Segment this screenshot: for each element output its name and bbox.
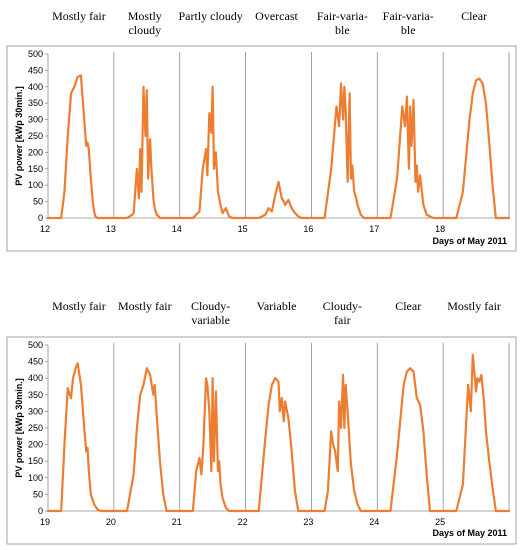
weather-label-line: Mostly fair	[52, 9, 106, 23]
weather-label-line: Cloudy-	[323, 299, 362, 313]
y-tick-label: 150	[28, 164, 43, 174]
day-tick-label: 13	[106, 224, 116, 234]
y-tick-label: 350	[28, 390, 43, 400]
weather-label-line: Overcast	[255, 9, 298, 23]
weather-label-line: fair	[334, 313, 351, 327]
weather-label: Fair-varia-ble	[383, 9, 434, 37]
day-tick-label: 12	[40, 224, 50, 234]
y-tick-label: 0	[38, 213, 43, 223]
day-tick-label: 15	[238, 224, 248, 234]
weather-label: Mostly fair	[52, 9, 106, 23]
y-tick-label: 500	[28, 340, 43, 350]
weather-label-line: Clear	[461, 9, 487, 23]
y-tick-label: 400	[28, 82, 43, 92]
day-tick-label: 14	[172, 224, 182, 234]
y-tick-label: 300	[28, 115, 43, 125]
y-tick-label: 150	[28, 456, 43, 466]
day-tick-label: 25	[435, 517, 445, 527]
y-tick-label: 400	[28, 373, 43, 383]
day-tick-label: 23	[303, 517, 313, 527]
day-tick-label: 20	[106, 517, 116, 527]
day-tick-label: 17	[369, 224, 379, 234]
y-axis-title: PV power [kWp 30min.]	[14, 378, 24, 478]
weather-label-line: Mostly	[128, 9, 162, 23]
weather-label-line: variable	[191, 313, 230, 327]
weather-label: Fair-varia-ble	[317, 9, 368, 37]
day-tick-label: 22	[238, 517, 248, 527]
weather-label: Cloudy-variable	[191, 299, 230, 327]
day-tick-label: 16	[303, 224, 313, 234]
y-tick-label: 0	[38, 506, 43, 516]
weather-label-line: Mostly fair	[118, 299, 172, 313]
weather-label: Cloudy-fair	[323, 299, 362, 327]
chart-frame	[6, 45, 517, 252]
day-tick-label: 18	[435, 224, 445, 234]
chart-panel-top: 0 50 100 150 200 250 300 350 400 450 500 12 Mostly f…	[6, 9, 517, 252]
x-axis-title: Days of May 2011	[432, 236, 507, 246]
y-tick-label: 300	[28, 406, 43, 416]
y-axis-title: PV power [kWp 30min.]	[14, 86, 24, 186]
weather-label-line: Fair-varia-	[383, 9, 434, 23]
pv-power-series-line	[46, 74, 511, 220]
weather-label: Partly cloudy	[178, 9, 242, 23]
weather-label-line: Fair-varia-	[317, 9, 368, 23]
y-tick-label: 100	[28, 473, 43, 483]
weather-label-line: Cloudy-	[191, 299, 230, 313]
weather-label: Mostly fair	[118, 299, 172, 313]
y-tick-label: 200	[28, 147, 43, 157]
weather-label: Clear	[395, 299, 421, 313]
y-tick-label: 500	[28, 49, 43, 59]
weather-label: Mostly cloudy	[128, 9, 162, 37]
y-tick-label: 250	[28, 423, 43, 433]
weather-label: Mostly fair	[52, 299, 106, 313]
chart-panel-bottom: 0 50 100 150 200 250 300 350 400 450 500 19 Mostly f…	[6, 299, 517, 545]
y-tick-label: 50	[33, 197, 43, 207]
weather-label-line: ble	[401, 23, 416, 37]
weather-label-line: Variable	[257, 299, 297, 313]
x-axis-title: Days of May 2011	[432, 528, 507, 538]
weather-label: Overcast	[255, 9, 298, 23]
day-tick-label: 19	[40, 517, 50, 527]
weather-label: Clear	[461, 9, 487, 23]
y-tick-label: 450	[28, 65, 43, 75]
weather-label: Mostly fair	[447, 299, 501, 313]
y-tick-label: 250	[28, 131, 43, 141]
weather-label-line: Partly cloudy	[178, 9, 242, 23]
weather-label-line: cloudy	[128, 23, 161, 37]
weather-label-line: ble	[335, 23, 350, 37]
y-tick-label: 200	[28, 440, 43, 450]
weather-label-line: Mostly fair	[447, 299, 501, 313]
pv-power-series-line	[46, 353, 511, 513]
chart-frame	[6, 336, 517, 545]
day-tick-label: 21	[172, 517, 182, 527]
y-tick-label: 50	[33, 489, 43, 499]
day-tick-label: 24	[369, 517, 379, 527]
y-tick-label: 100	[28, 180, 43, 190]
y-tick-label: 350	[28, 98, 43, 108]
weather-label-line: Mostly fair	[52, 299, 106, 313]
weather-label: Variable	[257, 299, 297, 313]
weather-label-line: Clear	[395, 299, 421, 313]
y-tick-label: 450	[28, 357, 43, 367]
